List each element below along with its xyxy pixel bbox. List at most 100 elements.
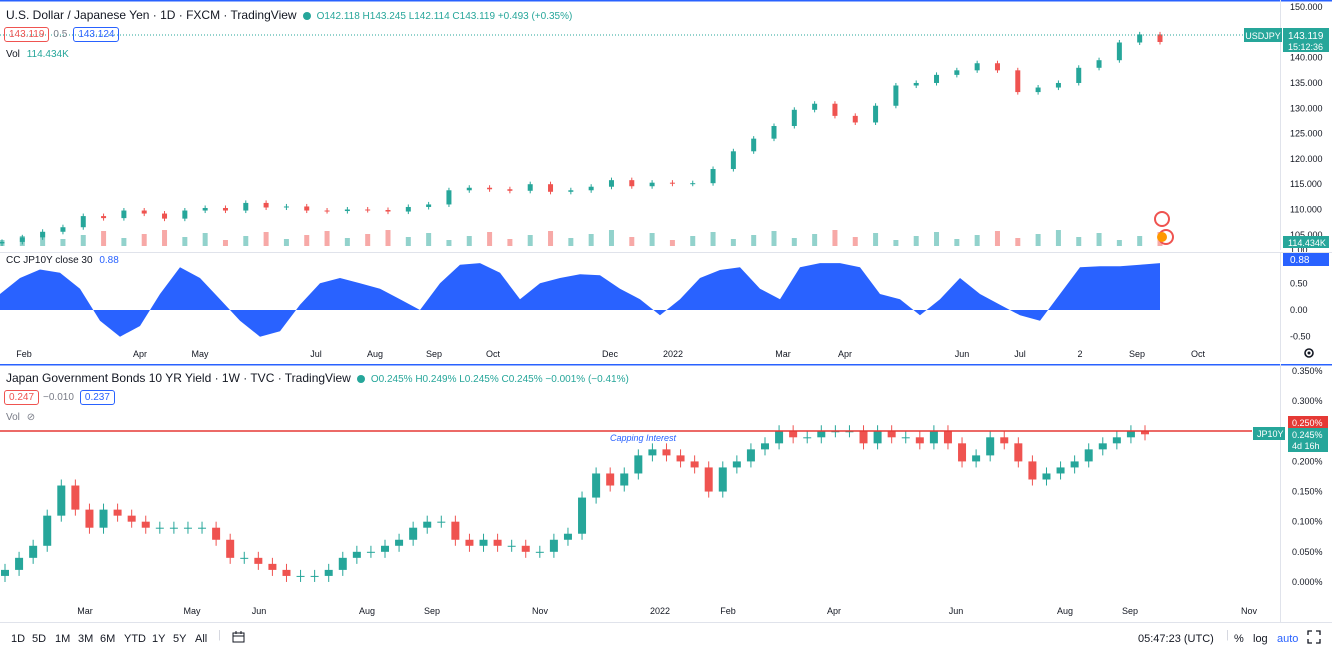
candle: [80, 216, 86, 228]
candle: [381, 545, 389, 552]
volume-bar: [994, 231, 1000, 246]
market-status-icon: [302, 12, 311, 21]
timeframe-ytd[interactable]: YTD: [124, 633, 146, 645]
clock[interactable]: 05:47:23 (UTC): [1138, 633, 1214, 645]
candle: [426, 204, 432, 207]
volume-bar: [873, 233, 879, 246]
candle: [466, 187, 472, 191]
jp10y-symbol-tag: JP10Y: [1257, 429, 1284, 439]
candle: [183, 527, 192, 529]
timeframe-5d[interactable]: 5D: [32, 633, 47, 645]
candle: [954, 70, 960, 75]
candle: [634, 455, 643, 474]
auto-toggle[interactable]: auto: [1277, 633, 1299, 645]
candle: [1112, 437, 1121, 444]
timeframe-1m[interactable]: 1M: [55, 633, 71, 645]
candle: [548, 184, 554, 192]
usdjpy-chart[interactable]: 150.000145.000140.000135.000130.000125.0…: [0, 0, 1332, 252]
candle: [1096, 60, 1102, 68]
candle: [141, 210, 147, 214]
volume-bar: [934, 232, 940, 246]
candle: [29, 545, 38, 558]
eye-hidden-icon[interactable]: ⊘: [26, 412, 36, 423]
x-axis-label: Sep: [1129, 349, 1145, 359]
candle: [915, 437, 924, 444]
x-axis-label: 2022: [663, 349, 683, 359]
timeframe-5y[interactable]: 5Y: [173, 633, 187, 645]
volume-bar: [527, 235, 533, 246]
jp10y-ask-box[interactable]: 0.237: [79, 390, 115, 405]
yield-tick-label: 0.300%: [1292, 396, 1323, 406]
volume-bar: [121, 238, 127, 246]
cc-indicator-chart[interactable]: 0.50 0.00 -0.50 0.88 Feb Apr May Jul Aug Sep Oct…: [0, 252, 1332, 362]
x-axis-label: Apr: [827, 606, 841, 616]
candle: [578, 497, 587, 534]
date-range-icon[interactable]: [232, 630, 246, 647]
candle: [324, 569, 333, 576]
usdjpy-title: U.S. Dollar / Japanese Yen · 1D · FXCM ·…: [6, 8, 297, 22]
volume-bar: [1035, 234, 1041, 246]
x-axis-label: May: [183, 606, 201, 616]
bid-box[interactable]: 143.119: [4, 27, 50, 42]
candle: [43, 515, 52, 546]
candle: [423, 521, 432, 528]
price-tick-label: 120.000: [1290, 154, 1323, 164]
candle: [405, 206, 411, 212]
candle: [803, 437, 812, 439]
volume-bar: [751, 235, 757, 246]
candle: [1055, 82, 1061, 88]
volume-bar: [1137, 236, 1143, 246]
candle: [202, 207, 208, 211]
candle: [493, 539, 502, 546]
candle: [446, 190, 452, 205]
log-toggle[interactable]: log: [1253, 633, 1268, 645]
candle: [608, 180, 614, 187]
candle: [113, 509, 122, 516]
timeframe-3m[interactable]: 3M: [78, 633, 94, 645]
x-axis-label: Nov: [1241, 606, 1258, 616]
events-icon[interactable]: [1154, 211, 1174, 245]
yield-tick-label: 0.000%: [1292, 577, 1323, 587]
percent-toggle[interactable]: %: [1234, 633, 1244, 645]
candle: [620, 473, 629, 486]
timeframe-all[interactable]: All: [195, 633, 208, 645]
ask-box[interactable]: 143.124: [73, 27, 120, 42]
candle: [1056, 467, 1065, 474]
candle: [1, 569, 9, 576]
x-axis-label: Sep: [1122, 606, 1138, 616]
candle: [1137, 34, 1143, 43]
candle: [789, 431, 798, 438]
candle: [222, 207, 228, 211]
volume-bar: [446, 240, 452, 246]
candle: [775, 431, 784, 444]
jp10y-bid-box[interactable]: 0.247: [4, 390, 40, 405]
timeframe-6m[interactable]: 6M: [100, 633, 116, 645]
volume-bar: [141, 234, 147, 246]
settings-icon[interactable]: [1304, 348, 1314, 358]
candle: [57, 485, 66, 516]
volume-bar: [669, 240, 675, 246]
volume-bar: [466, 236, 472, 246]
candle: [268, 563, 277, 570]
jp10y-change: −0.010: [43, 392, 74, 403]
jp10y-vol-label: Vol: [6, 412, 20, 423]
candle: [929, 431, 938, 444]
candle: [1116, 42, 1122, 61]
price-tick-label: 125.000: [1290, 129, 1323, 139]
volume-bar: [852, 237, 858, 246]
fullscreen-icon[interactable]: [1307, 630, 1321, 647]
timeframe-1d[interactable]: 1D: [11, 633, 26, 645]
candle: [791, 109, 797, 126]
cc-legend: CC JP10Y close 30 0.88: [6, 255, 119, 266]
x-axis-label: 2: [1077, 349, 1082, 359]
candle: [831, 431, 840, 433]
candle: [344, 209, 350, 212]
yield-tick-label: 0.100%: [1292, 517, 1323, 527]
candle: [527, 184, 533, 191]
candle: [437, 521, 446, 523]
jp10y-chart[interactable]: Capping Interest 0.350% 0.300% 0.250% 0.200…: [0, 364, 1332, 622]
candle: [479, 539, 488, 546]
candle: [155, 527, 164, 529]
volume-bar: [1076, 237, 1082, 246]
timeframe-1y[interactable]: 1Y: [152, 633, 166, 645]
